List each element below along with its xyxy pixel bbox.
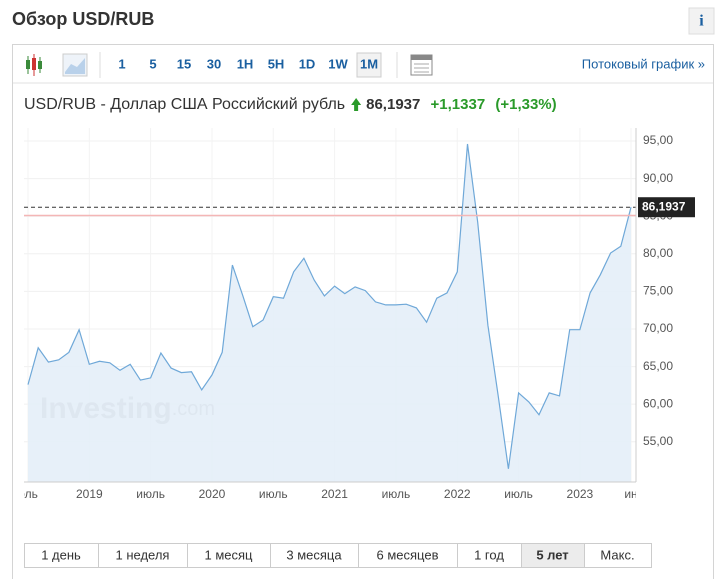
x-tick-label: июль (259, 487, 288, 501)
y-tick-label: 70,00 (643, 321, 673, 335)
y-tick-label: 90,00 (643, 171, 673, 185)
range-label[interactable]: 3 месяца (286, 547, 342, 562)
quote-price: 86,1937 (366, 96, 420, 113)
quote-change: +1,1337 (431, 96, 486, 113)
x-tick-label: 2022 (444, 487, 471, 501)
interval-button[interactable]: 5 (149, 56, 156, 71)
range-label[interactable]: 1 месяц (205, 547, 254, 562)
x-tick-label: июль (504, 487, 533, 501)
quote-values: 86,1937 +1,1337 (+1,33%) (366, 96, 557, 113)
interval-button[interactable]: 5Н (268, 56, 285, 71)
quote-name: USD/RUB - Доллар США Российский рубль (24, 96, 345, 113)
price-box (638, 197, 695, 218)
range-button[interactable] (584, 543, 652, 568)
plot: 55,0060,0065,0070,0075,0080,0085,0090,00… (18, 128, 695, 501)
x-tick-label: оль (18, 487, 38, 501)
frame (12, 44, 714, 579)
interval-button[interactable]: 1 (118, 56, 125, 71)
y-tick-label: 75,00 (643, 284, 673, 298)
quote-change-pct: (+1,33%) (495, 96, 556, 113)
x-tick-label: 2021 (321, 487, 348, 501)
widget-title: Обзор USD/RUB (12, 9, 154, 29)
x-tick-label: 2023 (567, 487, 594, 501)
streaming-link[interactable]: Потоковый график » (582, 56, 705, 71)
interval-button[interactable]: 1M (360, 56, 378, 71)
y-tick-label: 60,00 (643, 396, 673, 410)
area-icon[interactable] (62, 53, 88, 77)
y-tick-label: 55,00 (643, 434, 673, 448)
x-tick-label: июль (382, 487, 411, 501)
price-line (27, 143, 632, 469)
table-icon[interactable] (410, 54, 433, 76)
area-fill (28, 144, 631, 482)
y-tick-label: 80,00 (643, 246, 673, 260)
x-tick-label: июль (136, 487, 165, 501)
info-icon[interactable]: i (699, 13, 704, 30)
up-arrow (351, 98, 362, 111)
interval-selected[interactable] (356, 52, 382, 78)
range-bar: 1 день 1 неделя 1 месяц 3 месяца 6 месяцев 1 … (24, 543, 652, 568)
candle-icon[interactable] (26, 54, 42, 76)
interval-button[interactable]: 30 (207, 56, 221, 71)
interval-button[interactable]: 1Н (237, 56, 254, 71)
quote-line: USD/RUB - Доллар США Российский рубль (24, 96, 345, 113)
range-button[interactable] (457, 543, 522, 568)
x-tick-label: ин (624, 487, 637, 501)
range-label[interactable]: 1 день (41, 547, 81, 562)
range-button[interactable] (270, 543, 359, 568)
range-button[interactable] (358, 543, 458, 568)
price-box-label: 86,1937 (642, 199, 686, 213)
info-button[interactable] (688, 7, 715, 35)
range-button[interactable] (521, 543, 585, 568)
range-label[interactable]: Макс. (600, 547, 634, 562)
range-label[interactable]: 5 лет (536, 547, 568, 562)
interval-button[interactable]: 15 (177, 56, 191, 71)
range-label[interactable]: 1 неделя (116, 547, 170, 562)
range-button[interactable] (98, 543, 188, 568)
x-tick-label: 2019 (76, 487, 103, 501)
x-tick-label: 2020 (199, 487, 226, 501)
interval-button[interactable]: 1D (299, 56, 316, 71)
y-tick-label: 95,00 (643, 133, 673, 147)
range-label[interactable]: 1 год (474, 547, 504, 562)
interval-button[interactable]: 1W (328, 56, 348, 71)
y-tick-label: 65,00 (643, 359, 673, 373)
range-label[interactable]: 6 месяцев (377, 547, 439, 562)
